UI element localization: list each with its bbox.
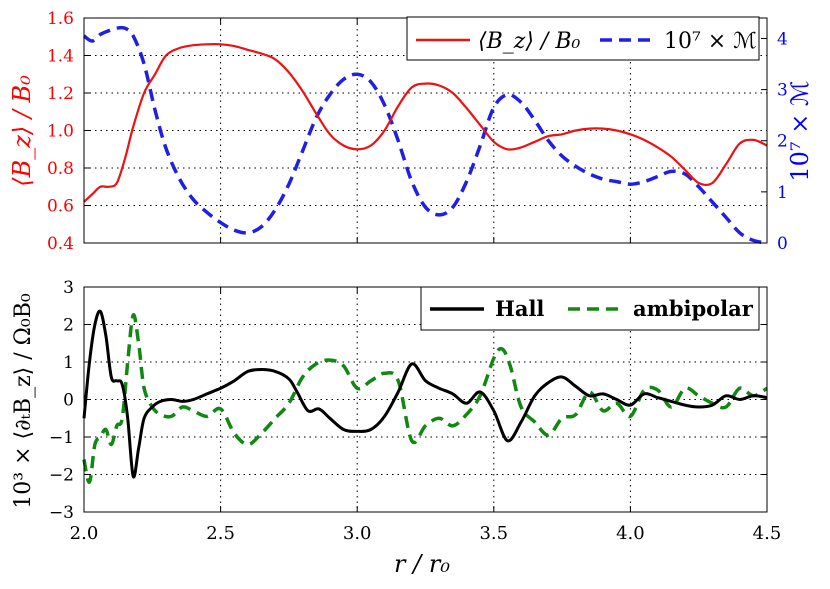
xtick-label: 4.0: [616, 523, 645, 544]
series-line-hall: [82, 309, 768, 479]
bottom-ytick-label: −2: [49, 466, 74, 486]
top-ytick-left-label: 1.6: [47, 9, 74, 29]
top-ylabel-right: 10⁷ × ℳ: [786, 80, 814, 181]
bottom-ytick-label: 0: [63, 391, 74, 411]
bottom-panel-series: [82, 309, 768, 484]
top-ytick-left-label: 1.4: [47, 47, 74, 67]
bottom-ylabel: 10³ × ⟨∂ₜB_z⟩ / Ω₀B₀: [11, 293, 36, 509]
legend-label-m: 10⁷ × ℳ: [664, 29, 757, 54]
bottom-ytick-label: 2: [63, 316, 74, 336]
bottom-ytick-label: 3: [63, 278, 74, 298]
legend-label-hall: Hall: [495, 296, 544, 321]
tick-labels: 2.0 2.5 3.0 3.5 4.0 4.5 0.4 0.6 0.8 1.0 1.2 1.4 1.6 0…: [47, 9, 788, 544]
series-line-bz: [83, 42, 768, 203]
top-ytick-right-label: 2: [777, 132, 788, 152]
top-ylabel-left: ⟨B_z⟩ / B₀: [8, 75, 36, 187]
top-panel-series: [82, 25, 768, 245]
legend-label-ambipolar: ambipolar: [633, 296, 754, 321]
top-legend-box: [406, 16, 760, 61]
top-ytick-left-label: 0.4: [47, 234, 74, 254]
xtick-label: 2.5: [206, 523, 235, 544]
series-line-ambipolar: [82, 313, 768, 484]
top-ytick-left-label: 0.8: [47, 159, 74, 179]
top-ytick-right-label: 0: [777, 234, 788, 254]
top-ytick-left-label: 0.6: [47, 197, 74, 217]
legend-label-bz: ⟨B_z⟩ / B₀: [478, 29, 580, 54]
top-ytick-left-label: 1.2: [47, 84, 74, 104]
top-ytick-right-label: 3: [777, 81, 788, 101]
axis-ticks: [83, 17, 768, 513]
series-line-m: [82, 25, 768, 245]
bottom-legend: Hall ambipolar: [420, 286, 760, 331]
xtick-label: 4.5: [753, 523, 782, 544]
xtick-label: 3.5: [479, 523, 508, 544]
top-ytick-right-label: 4: [777, 29, 788, 49]
top-ytick-left-label: 1.0: [47, 122, 74, 142]
top-legend: ⟨B_z⟩ / B₀ 10⁷ × ℳ: [406, 16, 760, 61]
bottom-ytick-label: −3: [49, 503, 74, 523]
bottom-xlabel: r / r₀: [394, 550, 450, 578]
bottom-ytick-label: −1: [49, 428, 74, 448]
xtick-label: 2.0: [70, 523, 99, 544]
top-ytick-right-label: 1: [777, 183, 788, 203]
xtick-label: 3.0: [343, 523, 372, 544]
bottom-ytick-label: 1: [63, 353, 74, 373]
